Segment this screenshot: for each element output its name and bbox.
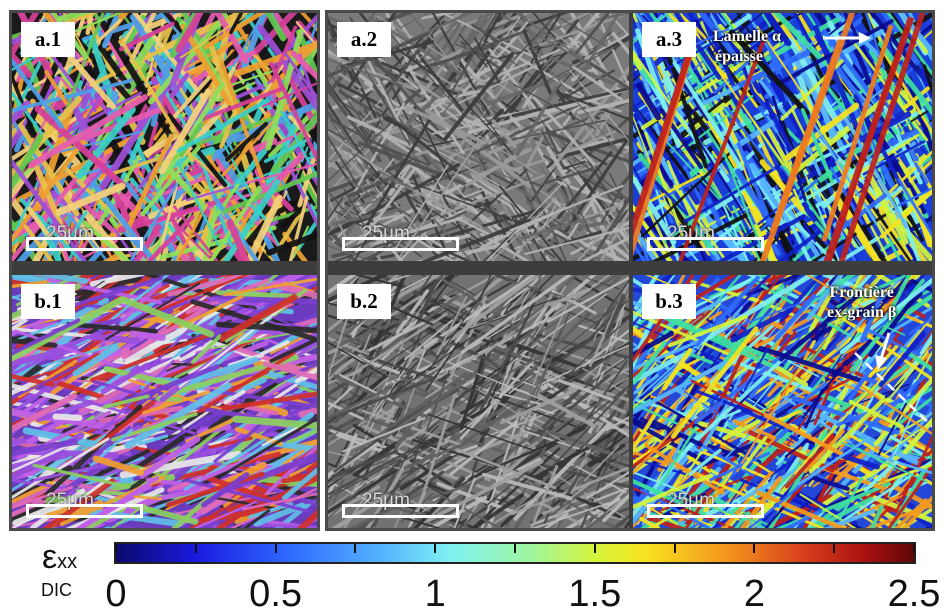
strain-symbol: εxx (42, 540, 77, 579)
colorbar-tick (514, 544, 516, 553)
colorbar-tick-label: 0.5 (249, 573, 303, 615)
b2-texture (328, 275, 629, 528)
colorbar-tick (115, 544, 117, 553)
annotation-line: Frontière (829, 284, 894, 301)
colorbar-tick (913, 544, 915, 553)
panel-b3-strain-map: b.3 Frontière ex-grain β 25µm (633, 275, 932, 528)
panel-a2-sem-image: a.2 25µm (328, 13, 629, 261)
panel-b1-ebsd-map: b.1 25µm (12, 275, 317, 528)
panel-label: b.3 (642, 284, 696, 319)
panel-label: b.2 (337, 284, 391, 319)
colorbar-tick-label: 2 (743, 573, 765, 615)
colorbar-tick-label: 1.5 (568, 573, 622, 615)
scale-bar (342, 237, 459, 251)
annotation-thick-lamella: Lamelle α épaisse (713, 27, 781, 67)
panel-label: a.3 (642, 22, 696, 57)
colorbar-tick (593, 544, 596, 553)
panel-label: a.2 (337, 22, 391, 57)
annotation-line: Lamelle α (713, 28, 782, 45)
colorbar-tick (194, 544, 197, 553)
epsilon-subscript: xx (57, 551, 78, 573)
panel-b2-sem-image: b.2 25µm (328, 275, 629, 528)
colorbar-tick (434, 544, 437, 553)
colorbar-tick (354, 544, 357, 553)
panel-a3-strain-map: a.3 Lamelle α épaisse 25µm (633, 13, 932, 261)
b1-texture (12, 275, 317, 528)
colorbar-tick-label: 2.5 (887, 573, 941, 615)
b3-texture (633, 275, 932, 528)
a3-texture (633, 13, 932, 261)
epsilon-symbol: ε (42, 538, 58, 576)
annotation-line: épaisse (715, 48, 763, 65)
scale-bar (647, 504, 764, 518)
colorbar-tick (673, 544, 676, 553)
panel-a1-ebsd-map: a.1 25µm (12, 13, 317, 261)
colorbar-tick (753, 544, 756, 553)
colorbar-tick-label: 0 (105, 573, 127, 615)
annotation-line: ex-grain β (827, 304, 897, 321)
scale-bar (26, 237, 143, 251)
scale-bar (342, 504, 459, 518)
colorbar-tick (833, 544, 836, 553)
colorbar (114, 542, 916, 564)
dic-label: DIC (41, 580, 72, 600)
a2-texture (328, 13, 629, 261)
scale-bar (647, 237, 764, 251)
colorbar-tick (274, 544, 277, 553)
scale-bar (26, 504, 143, 518)
annotation-prior-beta-grain-boundary: Frontière ex-grain β (827, 283, 896, 323)
panel-label: b.1 (21, 284, 75, 319)
colorbar-tick-label: 1 (424, 573, 446, 615)
a1-texture (12, 13, 317, 261)
panel-label: a.1 (21, 22, 75, 57)
